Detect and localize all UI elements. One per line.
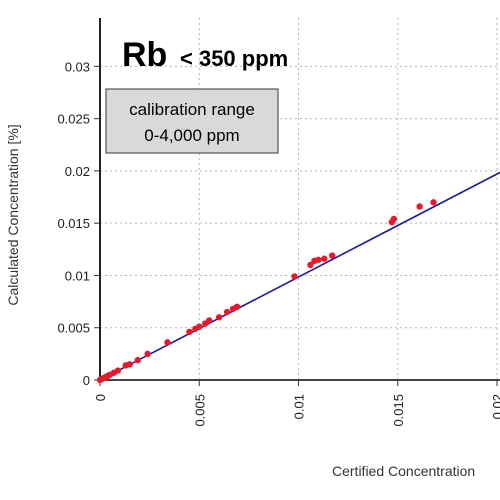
data-point [186,328,193,336]
data-point [205,317,213,324]
fit-line-layer [99,171,500,381]
data-point [315,256,322,263]
element-title-group: Rb < 350 ppm [122,36,288,74]
data-point [321,255,328,262]
y-tick-label: 0.015 [57,216,90,231]
y-tick-label: 0.03 [65,59,90,74]
data-point [134,356,141,364]
y-tick-label: 0.025 [57,112,90,127]
calibration-range-box: calibration range 0-4,000 ppm [105,88,279,154]
x-tick-label: 0 [93,394,108,401]
data-point [430,199,437,206]
data-point [416,203,423,210]
data-point [329,252,336,259]
data-point [390,215,398,223]
x-tick-label: 0.015 [391,394,406,427]
y-tick-label: 0 [83,373,90,388]
x-tick-label: 0.01 [292,394,307,419]
data-point [196,323,203,330]
x-axis-title: Certified Concentration [332,463,475,479]
data-points [96,199,437,384]
tick-labels: 0 0.005 0.01 0.015 0.02 0.025 0.03 0 0.005 0.01 0.… [57,59,500,426]
data-point [164,339,171,346]
x-tick-label: 0.005 [192,394,207,427]
y-axis-title: Calculated Concentration [%] [5,124,21,305]
data-point [215,314,223,321]
title-suffix: < 350 ppm [180,46,288,71]
data-point [223,308,231,316]
data-point [233,303,241,311]
x-tick-label: 0.02 [490,394,500,419]
y-tick-label: 0.02 [65,164,90,179]
regression-line [99,171,500,381]
y-tick-label: 0.01 [65,268,90,283]
data-point [114,367,122,374]
data-point [144,350,151,358]
element-title: Rb [122,36,167,74]
annotation-box [105,88,279,154]
annotation-line-2: 0-4,000 ppm [144,126,239,145]
annotation-line-1: calibration range [129,100,255,119]
data-point [307,261,314,269]
data-point [291,273,298,280]
y-tick-label: 0.005 [57,321,90,336]
data-point [126,361,133,368]
axes [94,18,500,386]
